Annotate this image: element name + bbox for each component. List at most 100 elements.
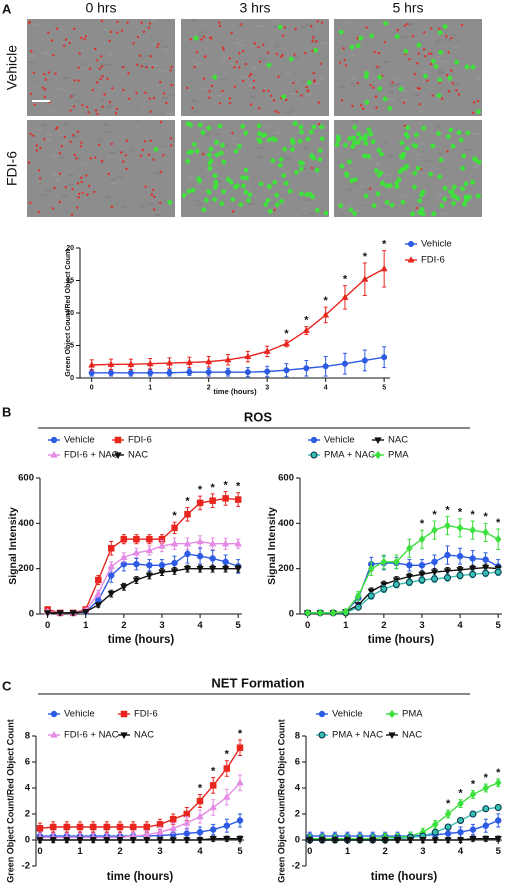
- red-cell: [51, 207, 55, 210]
- marker: [444, 837, 452, 845]
- red-cell: [86, 193, 89, 196]
- y-tick-label: 200: [18, 563, 34, 574]
- marker: [283, 367, 290, 374]
- y-tick-label: 10: [66, 310, 74, 317]
- significance: *: [284, 328, 289, 340]
- red-cell: [52, 53, 55, 57]
- texture: [63, 76, 70, 79]
- y-tick-label: 0: [29, 609, 34, 620]
- texture: [134, 126, 141, 129]
- texture: [474, 77, 481, 80]
- texture: [285, 111, 292, 114]
- red-cell: [148, 22, 152, 25]
- texture: [473, 132, 480, 135]
- texture: [257, 146, 264, 149]
- red-cell: [311, 49, 314, 53]
- red-cell: [233, 85, 237, 88]
- series-line: [91, 356, 385, 374]
- red-cell: [185, 86, 189, 90]
- marker: [63, 823, 71, 831]
- texture: [403, 35, 410, 38]
- red-cell: [315, 40, 318, 43]
- marker: [222, 495, 229, 502]
- green-cell: [343, 142, 348, 148]
- marker: [405, 573, 414, 581]
- red-cell: [249, 103, 253, 106]
- texture: [57, 88, 64, 91]
- texture: [279, 167, 286, 170]
- green-cell: [207, 160, 213, 166]
- texture: [159, 145, 166, 148]
- marker: [282, 339, 290, 347]
- texture: [414, 88, 421, 91]
- red-cell: [159, 170, 163, 174]
- marker: [367, 588, 375, 596]
- marker: [444, 823, 452, 831]
- marker: [205, 357, 213, 365]
- green-cell: [349, 178, 354, 184]
- texture: [40, 194, 47, 197]
- red-cell: [103, 93, 106, 96]
- green-cell: [267, 208, 273, 214]
- texture: [308, 212, 315, 215]
- red-cell: [165, 101, 168, 105]
- texture: [151, 64, 158, 67]
- red-cell: [76, 182, 80, 185]
- red-cell: [139, 154, 143, 157]
- marker: [494, 568, 502, 576]
- green-cell: [299, 129, 304, 135]
- marker: [95, 576, 102, 584]
- series-line: [40, 782, 241, 839]
- red-cell: [119, 151, 123, 154]
- texture: [49, 109, 56, 112]
- red-cell: [429, 27, 433, 30]
- green-cell: [412, 170, 418, 176]
- green-cell: [404, 146, 410, 151]
- red-cell: [126, 21, 129, 24]
- green-cell: [214, 139, 219, 145]
- red-cell: [376, 65, 379, 68]
- marker: [63, 837, 71, 845]
- red-cell: [447, 51, 450, 54]
- red-cell: [41, 86, 45, 89]
- red-cell: [140, 65, 144, 68]
- marker: [354, 603, 362, 611]
- marker: [107, 562, 115, 570]
- green-cell: [437, 30, 443, 36]
- texture: [229, 62, 236, 65]
- texture: [204, 133, 211, 136]
- marker: [431, 820, 439, 829]
- red-cell: [201, 152, 205, 156]
- marker: [43, 610, 52, 617]
- green-cell: [415, 165, 421, 171]
- texture: [436, 153, 443, 156]
- significance: *: [236, 481, 241, 493]
- red-cell: [295, 90, 298, 93]
- green-cell: [266, 62, 272, 68]
- marker: [36, 825, 44, 832]
- marker: [406, 562, 413, 569]
- marker: [342, 607, 350, 617]
- red-cell: [152, 158, 155, 161]
- texture: [250, 95, 257, 98]
- red-cell: [35, 149, 39, 152]
- red-cell: [122, 88, 125, 92]
- y-tick-label: 4: [295, 783, 301, 794]
- texture: [408, 23, 415, 26]
- texture: [447, 196, 454, 199]
- green-cell: [272, 137, 278, 143]
- marker: [343, 837, 352, 845]
- marker: [209, 826, 217, 833]
- green-cell: [399, 140, 405, 146]
- green-cell: [212, 74, 218, 80]
- green-cell: [193, 35, 199, 41]
- red-cell: [472, 111, 475, 115]
- red-cell: [147, 26, 151, 29]
- marker: [388, 732, 396, 740]
- green-cell: [377, 86, 383, 92]
- marker: [306, 837, 314, 845]
- red-cell: [311, 39, 314, 42]
- red-cell: [110, 205, 114, 208]
- marker: [223, 792, 231, 800]
- texture: [424, 159, 431, 162]
